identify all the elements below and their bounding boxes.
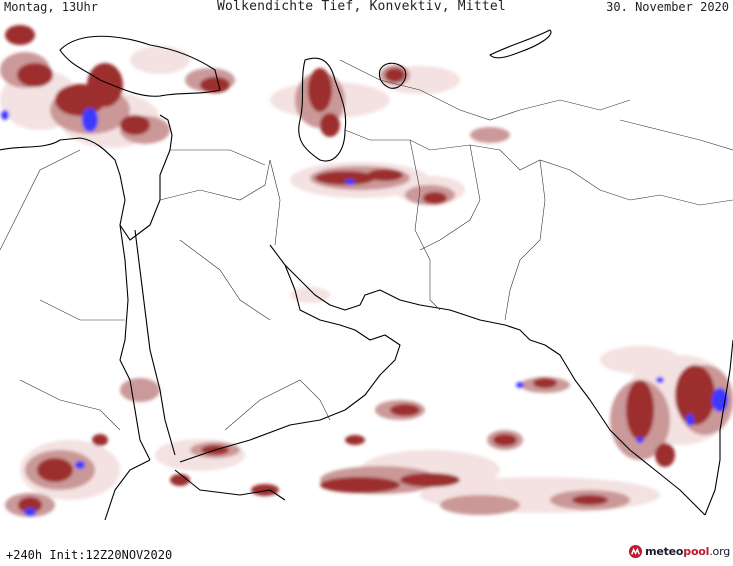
forecast-run-info: +240h Init:12Z20NOV2020 — [6, 548, 173, 562]
mediterranean-coast — [0, 137, 161, 241]
logo-part-org: .org — [709, 545, 730, 558]
logo-part-pool: pool — [683, 545, 710, 558]
pakistan-india-coast — [449, 309, 706, 516]
meteopool-logo-text: meteopool.org — [645, 545, 730, 558]
red-sea-west-coast — [119, 224, 151, 461]
valid-time-label: Montag, 13Uhr — [4, 0, 98, 14]
persian-gulf-coast — [269, 244, 451, 311]
meteopool-logo-icon — [629, 544, 643, 559]
aral-sea — [378, 62, 407, 89]
red-sea-east-coast — [134, 229, 176, 456]
balkhash-lake — [489, 29, 552, 59]
cloud-density-map — [0, 14, 733, 530]
cloud-density-layer — [0, 25, 733, 517]
black-sea-coast — [59, 35, 221, 97]
coastline-layer — [0, 29, 733, 521]
gulf-south-coast — [179, 264, 401, 463]
valid-date-label: 30. November 2020 — [606, 0, 729, 14]
map-footer: +240h Init:12Z20NOV2020 meteopool.org — [0, 530, 733, 566]
levant-coast — [159, 114, 173, 176]
aden-coast — [174, 469, 286, 501]
map-title: Wolkendichte Tief, Konvektiv, Mittel — [217, 0, 506, 14]
meteopool-logo[interactable]: meteopool.org — [628, 544, 730, 559]
horn-of-africa-coast — [104, 459, 151, 521]
india-east-coast — [704, 339, 733, 516]
border-layer — [0, 59, 733, 431]
logo-part-meteo: meteo — [645, 545, 684, 558]
caspian-coast — [298, 57, 347, 162]
